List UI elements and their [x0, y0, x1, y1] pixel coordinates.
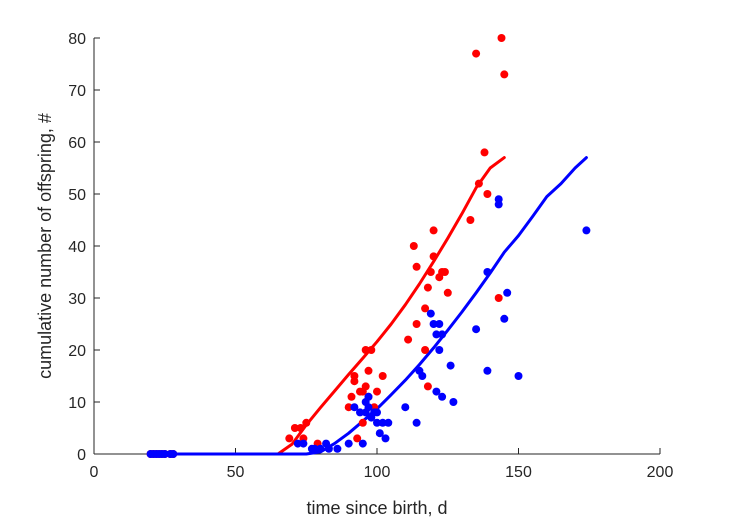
y-tick-label: 20: [68, 343, 86, 360]
data-point-series-1: [404, 335, 413, 344]
data-point-series-2: [514, 372, 523, 380]
data-point-series-2: [426, 309, 435, 318]
data-point-series-1: [344, 403, 353, 412]
data-point-series-2: [358, 439, 367, 448]
data-point-series-2: [169, 450, 178, 458]
data-point-series-2: [373, 418, 381, 427]
data-point-series-2: [472, 325, 481, 334]
x-tick-label: 100: [364, 464, 391, 481]
data-point-series-1: [474, 179, 483, 188]
data-point-series-2: [373, 408, 381, 417]
y-tick-label: 40: [68, 239, 86, 256]
data-point-series-1: [350, 372, 359, 380]
data-point-series-1: [421, 346, 430, 354]
data-point-series-1: [412, 262, 421, 271]
y-tick-label: 50: [68, 187, 86, 204]
data-point-series-1: [361, 382, 370, 391]
data-point-series-1: [472, 49, 481, 58]
data-point-series-2: [435, 346, 444, 354]
data-point-series-2: [299, 439, 308, 448]
data-point-series-2: [429, 320, 438, 328]
y-tick-label: 70: [68, 83, 86, 100]
data-point-series-1: [373, 387, 381, 396]
y-tick-label: 60: [68, 135, 86, 152]
data-point-series-2: [438, 330, 447, 339]
data-point-series-2: [446, 361, 455, 370]
data-point-series-1: [361, 346, 370, 354]
data-point-series-2: [375, 429, 384, 438]
data-point-series-2: [401, 403, 410, 412]
data-point-series-2: [494, 195, 503, 204]
data-point-series-2: [356, 408, 364, 417]
data-point-series-1: [367, 346, 376, 354]
x-tick-label: 200: [647, 464, 674, 481]
y-tick-label: 0: [77, 447, 86, 464]
data-point-series-2: [483, 268, 492, 276]
data-point-series-2: [503, 288, 512, 297]
data-point-series-1: [500, 70, 509, 79]
data-point-series-2: [333, 444, 342, 453]
data-point-series-1: [285, 434, 294, 443]
data-point-series-2: [350, 403, 359, 412]
data-point-series-1: [296, 424, 305, 432]
data-point-series-1: [429, 252, 438, 261]
data-point-series-2: [432, 387, 441, 396]
data-point-series-2: [432, 330, 441, 339]
data-point-series-2: [344, 439, 353, 448]
data-point-series-1: [302, 418, 311, 427]
data-point-series-2: [435, 320, 444, 328]
data-point-series-1: [421, 304, 430, 313]
data-point-series-2: [582, 226, 591, 235]
data-point-series-1: [423, 382, 432, 391]
data-point-series-2: [500, 314, 509, 323]
data-point-series-2: [316, 444, 325, 453]
x-tick-label: 50: [227, 464, 245, 481]
data-point-series-2: [483, 366, 492, 375]
data-point-series-1: [483, 190, 492, 198]
data-point-series-1: [347, 392, 356, 401]
data-point-series-2: [384, 418, 393, 427]
data-point-series-2: [418, 372, 427, 380]
y-axis-label: cumulative number of offspring, #: [35, 113, 55, 379]
fit-curve-series-2: [149, 156, 588, 456]
x-tick-label: 0: [90, 464, 99, 481]
y-tick-label: 30: [68, 291, 86, 308]
data-point-series-2: [378, 418, 387, 427]
data-point-series-2: [438, 392, 447, 401]
data-point-series-1: [497, 34, 506, 42]
data-point-series-1: [378, 372, 387, 380]
data-point-series-1: [412, 320, 421, 328]
axes: 0 50 100 150 200 0 10 20 30 40 50 60 70 80: [68, 31, 673, 481]
data-point-series-2: [293, 439, 302, 448]
data-point-series-1: [290, 424, 299, 432]
data-point-series-2: [412, 418, 421, 427]
data-point-series-1: [353, 434, 362, 443]
data-point-series-1: [423, 283, 432, 292]
y-tick-label: 10: [68, 395, 86, 412]
data-point-series-2: [364, 392, 373, 401]
data-point-series-1: [466, 216, 475, 224]
data-point-series-1: [494, 294, 503, 302]
fit-curves: [149, 156, 588, 456]
data-point-series-1: [440, 268, 449, 276]
data-point-series-2: [160, 450, 169, 458]
data-point-series-2: [449, 398, 458, 406]
fit-curve-series-1: [149, 156, 506, 456]
data-point-series-1: [364, 366, 373, 375]
data-point-series-2: [324, 444, 333, 453]
data-point-series-1: [426, 268, 435, 276]
data-point-series-1: [443, 288, 452, 297]
data-point-series-2: [381, 434, 390, 443]
data-point-series-1: [358, 418, 367, 427]
y-tick-label: 80: [68, 31, 86, 48]
data-point-series-1: [409, 242, 418, 250]
data-point-series-1: [429, 226, 438, 235]
data-point-series-2: [310, 444, 319, 453]
x-axis-label: time since birth, d: [306, 498, 447, 518]
data-point-series-2: [364, 403, 373, 412]
data-point-series-1: [480, 148, 489, 157]
x-tick-label: 150: [505, 464, 532, 481]
data-points: [146, 34, 591, 458]
